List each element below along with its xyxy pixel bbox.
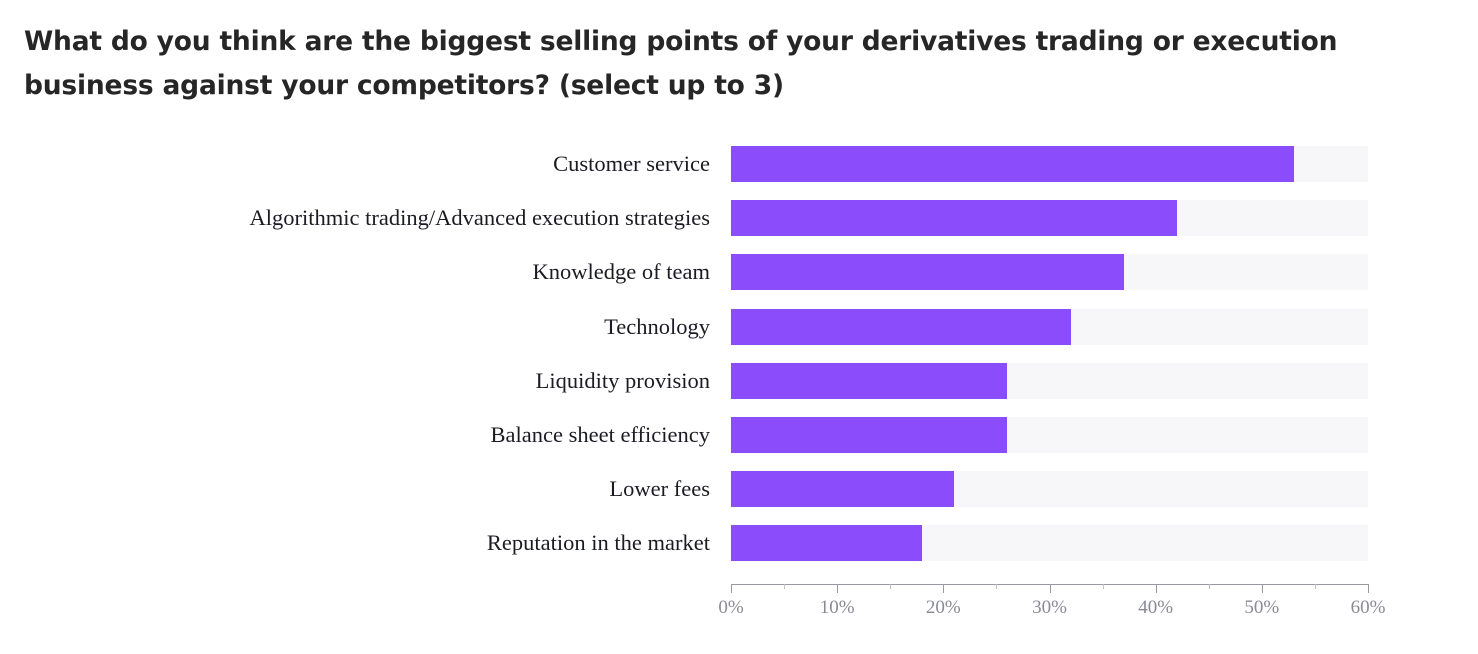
bar[interactable] [731, 200, 1177, 237]
bar-track [731, 471, 1368, 508]
category-label: Algorithmic trading/Advanced execution s… [249, 205, 710, 231]
bar[interactable] [731, 471, 954, 508]
x-axis-minor-tick [996, 584, 998, 589]
category-label: Liquidity provision [535, 367, 710, 393]
page-title: What do you think are the biggest sellin… [24, 26, 1338, 101]
bar-track [731, 525, 1368, 562]
x-axis-major-tick [731, 584, 732, 593]
bar-row: Liquidity provision [0, 362, 1368, 399]
x-axis-major-tick [1261, 584, 1263, 593]
bar-row: Balance sheet efficiency [0, 417, 1368, 453]
bar-row: Knowledge of team [0, 254, 1368, 291]
x-axis-tick-label: 40% [1138, 597, 1174, 618]
x-axis-minor-tick [1102, 584, 1104, 589]
x-axis: 0% 10% 20% 30% 40% 50% 60% [718, 584, 1385, 644]
bar[interactable] [731, 146, 1294, 182]
x-axis-minor-tick [1314, 584, 1316, 589]
x-axis-tick-label: 50% [1244, 597, 1280, 618]
bar-row: Lower fees [0, 471, 1368, 508]
bar[interactable] [731, 254, 1124, 291]
x-axis-major-tick [1049, 584, 1051, 593]
x-axis-major-tick [943, 584, 945, 593]
x-axis-minor-tick [1208, 584, 1210, 589]
x-axis-major-tick [1368, 584, 1369, 593]
category-label: Reputation in the market [486, 530, 710, 556]
category-label: Lower fees [609, 476, 710, 502]
x-axis-tick-label: 30% [1032, 597, 1067, 618]
bar[interactable] [731, 417, 1008, 453]
bar[interactable] [731, 525, 923, 562]
bar-track [731, 308, 1368, 345]
bar-row: Technology [0, 308, 1368, 345]
bar-row: Reputation in the market [0, 525, 1368, 562]
bar-track [731, 362, 1368, 399]
x-axis-major-tick [837, 584, 839, 593]
x-axis-tick-label: 60% [1350, 597, 1386, 618]
x-axis-major-tick [1155, 584, 1157, 593]
bar[interactable] [731, 308, 1071, 345]
bar[interactable] [731, 362, 1008, 399]
x-axis-tick-label: 20% [925, 597, 961, 618]
bar-track [731, 200, 1368, 237]
category-label: Balance sheet efficiency [490, 422, 710, 447]
bar-row: Customer service [0, 146, 1368, 182]
bar-track [731, 146, 1368, 182]
bar-track [731, 254, 1368, 291]
category-label: Customer service [553, 151, 710, 176]
x-axis-tick-label: 0% [718, 597, 744, 618]
x-axis-minor-tick [784, 584, 786, 589]
category-label: Knowledge of team [532, 259, 710, 285]
bar-row: Algorithmic trading/Advanced execution s… [0, 200, 1368, 237]
category-label: Technology [604, 313, 710, 339]
bar-track [731, 417, 1368, 453]
x-axis-tick-label: 10% [819, 597, 855, 618]
x-axis-minor-tick [890, 584, 892, 589]
